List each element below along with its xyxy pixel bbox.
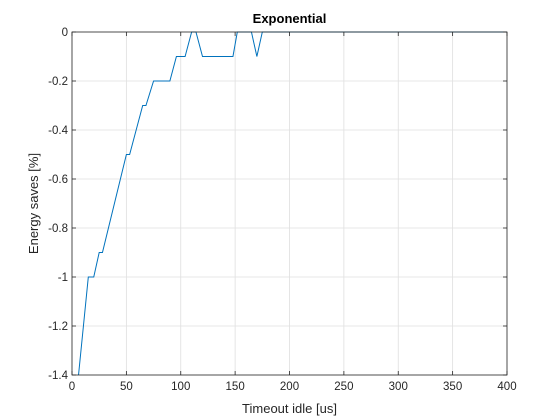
x-tick-label: 100 — [171, 381, 190, 393]
y-tick-label: -1.2 — [48, 321, 68, 333]
y-axis-label: Energy saves [%] — [26, 153, 41, 254]
x-tick-label: 250 — [334, 381, 353, 393]
x-tick-label: 0 — [69, 381, 75, 393]
x-tick-label: 200 — [280, 381, 299, 393]
x-tick-label: 300 — [389, 381, 408, 393]
y-tick-label: -0.2 — [48, 76, 68, 88]
x-tick-label: 50 — [120, 381, 133, 393]
y-tick-label: -0.4 — [48, 125, 68, 137]
x-axis-label: Timeout idle [us] — [242, 401, 337, 416]
x-tick-label: 150 — [226, 381, 245, 393]
y-tick-label: 0 — [62, 27, 68, 39]
tick-labels: 0 50 100 150 200 250 300 350 400 0 -0.2 -0.4 -0.6 -0.… — [48, 27, 516, 393]
y-tick-label: -1.4 — [48, 370, 68, 382]
y-tick-label: -1 — [58, 272, 68, 284]
chart-title: Exponential — [253, 11, 327, 26]
y-tick-label: -0.6 — [48, 174, 68, 186]
x-tick-label: 350 — [443, 381, 462, 393]
x-tick-label: 400 — [497, 381, 516, 393]
tick-marks — [71, 31, 508, 376]
y-tick-label: -0.8 — [48, 223, 68, 235]
